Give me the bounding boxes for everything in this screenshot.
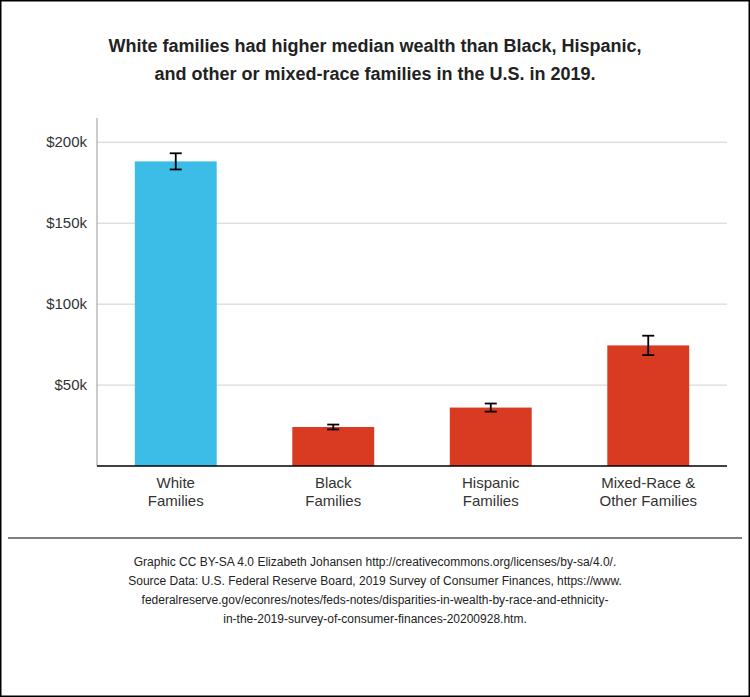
- error-cap: [327, 429, 339, 431]
- background: [0, 0, 750, 697]
- chart: White families had higher median wealth …: [0, 0, 750, 697]
- error-line: [490, 404, 492, 412]
- x-tick-label-line: Other Families: [599, 492, 697, 509]
- y-axis-line: [97, 118, 98, 466]
- x-tick-label-line: Families: [148, 492, 204, 509]
- error-cap: [327, 424, 339, 426]
- footer-note: Graphic CC BY-SA 4.0 Elizabeth Johansen …: [128, 555, 622, 626]
- x-axis-line: [97, 465, 727, 467]
- error-bar: [327, 425, 339, 430]
- x-tick-label: BlackFamilies: [305, 474, 361, 509]
- title: and other or mixed-race families in the …: [154, 64, 595, 84]
- error-line: [647, 336, 649, 355]
- error-cap: [642, 354, 654, 356]
- x-tick-label-line: Hispanic: [462, 474, 520, 491]
- footer-note-line: in-the-2019-survey-of-consumer-finances-…: [223, 612, 527, 626]
- y-tick-label: $50k: [54, 376, 87, 393]
- footer-note-line: Graphic CC BY-SA 4.0 Elizabeth Johansen …: [134, 555, 616, 569]
- footer-note-line: federalreserve.gov/econres/notes/feds-no…: [142, 593, 609, 607]
- bar: [450, 408, 532, 466]
- error-bar: [485, 404, 497, 412]
- x-tick-label-line: Families: [463, 492, 519, 509]
- bars: [135, 153, 689, 466]
- footer-note-line: Source Data: U.S. Federal Reserve Board,…: [128, 574, 622, 588]
- error-cap: [170, 152, 182, 154]
- title: White families had higher median wealth …: [108, 36, 641, 56]
- error-cap: [642, 335, 654, 337]
- x-tick-label: HispanicFamilies: [462, 474, 520, 509]
- error-bar: [170, 153, 182, 169]
- x-tick-label: WhiteFamilies: [148, 474, 204, 509]
- x-tick-label: Mixed-Race &Other Families: [599, 474, 697, 509]
- y-tick-label: $100k: [46, 295, 87, 312]
- grid-line: [97, 142, 727, 143]
- outer-border: [1, 1, 750, 697]
- bar: [607, 345, 689, 466]
- x-tick-label-line: White: [157, 474, 195, 491]
- x-tick-label-line: Families: [305, 492, 361, 509]
- error-bar: [642, 336, 654, 355]
- bar: [135, 161, 217, 466]
- error-cap: [485, 403, 497, 405]
- x-tick-label-line: Black: [315, 474, 352, 491]
- error-line: [175, 153, 177, 169]
- error-cap: [170, 169, 182, 171]
- y-tick-label: $150k: [46, 214, 87, 231]
- bar: [292, 427, 374, 466]
- footer-rule: [8, 537, 742, 538]
- y-tick-label: $200k: [46, 133, 87, 150]
- error-cap: [485, 411, 497, 413]
- x-tick-label-line: Mixed-Race &: [601, 474, 695, 491]
